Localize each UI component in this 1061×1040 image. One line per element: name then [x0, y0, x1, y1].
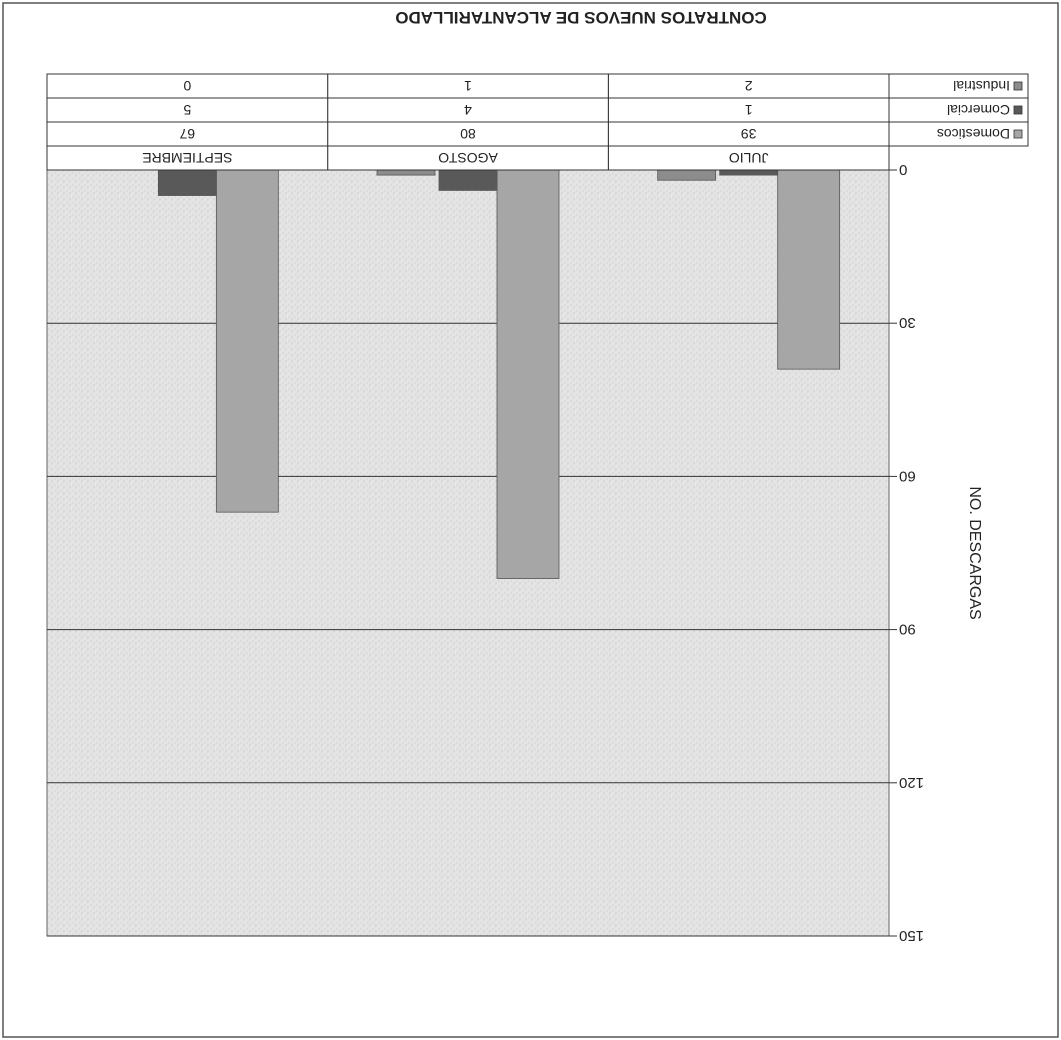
- y-axis-label: NO. DESCARGAS: [966, 486, 983, 619]
- table-legend-cell: [888, 97, 1029, 123]
- table-cell: [327, 97, 609, 123]
- bar: [376, 169, 436, 176]
- y-tick-label: 0: [899, 161, 907, 178]
- legend-swatch: [1013, 129, 1023, 139]
- table-value: 5: [183, 102, 191, 118]
- legend-label: Industrial: [953, 78, 1010, 94]
- table-cell: [607, 97, 890, 123]
- y-tick-labels: 0 30 60 90 120 150: [899, 161, 924, 944]
- bar: [719, 169, 779, 176]
- table-value: 1: [464, 78, 472, 94]
- table-cell: [607, 121, 890, 147]
- y-tick-label: 90: [899, 621, 916, 638]
- table-value: 1: [745, 102, 753, 118]
- y-tick-label: 120: [899, 774, 924, 791]
- y-tick-label: 30: [899, 314, 916, 331]
- bar: [438, 169, 498, 191]
- table-value: 67: [179, 126, 195, 142]
- table-cell: [46, 97, 329, 123]
- data-table: JULIO AGOSTO SEPTIEMBRE Domesticos 39 80 67 Com…: [46, 73, 1029, 171]
- bars: [157, 169, 841, 579]
- legend-swatch: [1013, 81, 1023, 91]
- x-category-label: AGOSTO: [438, 150, 498, 166]
- bar: [496, 169, 560, 579]
- table-legend-cell: [888, 121, 1029, 147]
- legend-label: Domesticos: [937, 126, 1010, 142]
- bar: [777, 169, 841, 370]
- y-tick-label: 60: [899, 467, 916, 484]
- bar: [657, 169, 717, 181]
- table-header-cell: [607, 145, 890, 171]
- table-cell: [46, 73, 329, 99]
- table-value: 4: [464, 102, 472, 118]
- legend-label: Comercial: [947, 102, 1010, 118]
- table-cell: [327, 73, 609, 99]
- table-value: 0: [183, 78, 191, 94]
- x-category-label: SEPTIEMBRE: [142, 150, 232, 166]
- y-tick-label: 150: [899, 927, 924, 944]
- bar: [157, 169, 217, 196]
- gridlines: [47, 169, 897, 937]
- chart-title: CONTRATOS NUEVOS DE ALCANTARILLADO: [395, 8, 766, 27]
- table-header-cell: [327, 145, 609, 171]
- plot-area: [46, 169, 890, 937]
- table-cell: [46, 121, 329, 147]
- legend-swatch: [1013, 105, 1023, 115]
- table-value: 39: [741, 126, 757, 142]
- x-category-label: JULIO: [729, 150, 769, 166]
- table-value: 2: [745, 78, 753, 94]
- table-cell: [327, 121, 609, 147]
- table-value: 80: [460, 126, 476, 142]
- bar: [215, 169, 279, 513]
- table-cell: [607, 73, 890, 99]
